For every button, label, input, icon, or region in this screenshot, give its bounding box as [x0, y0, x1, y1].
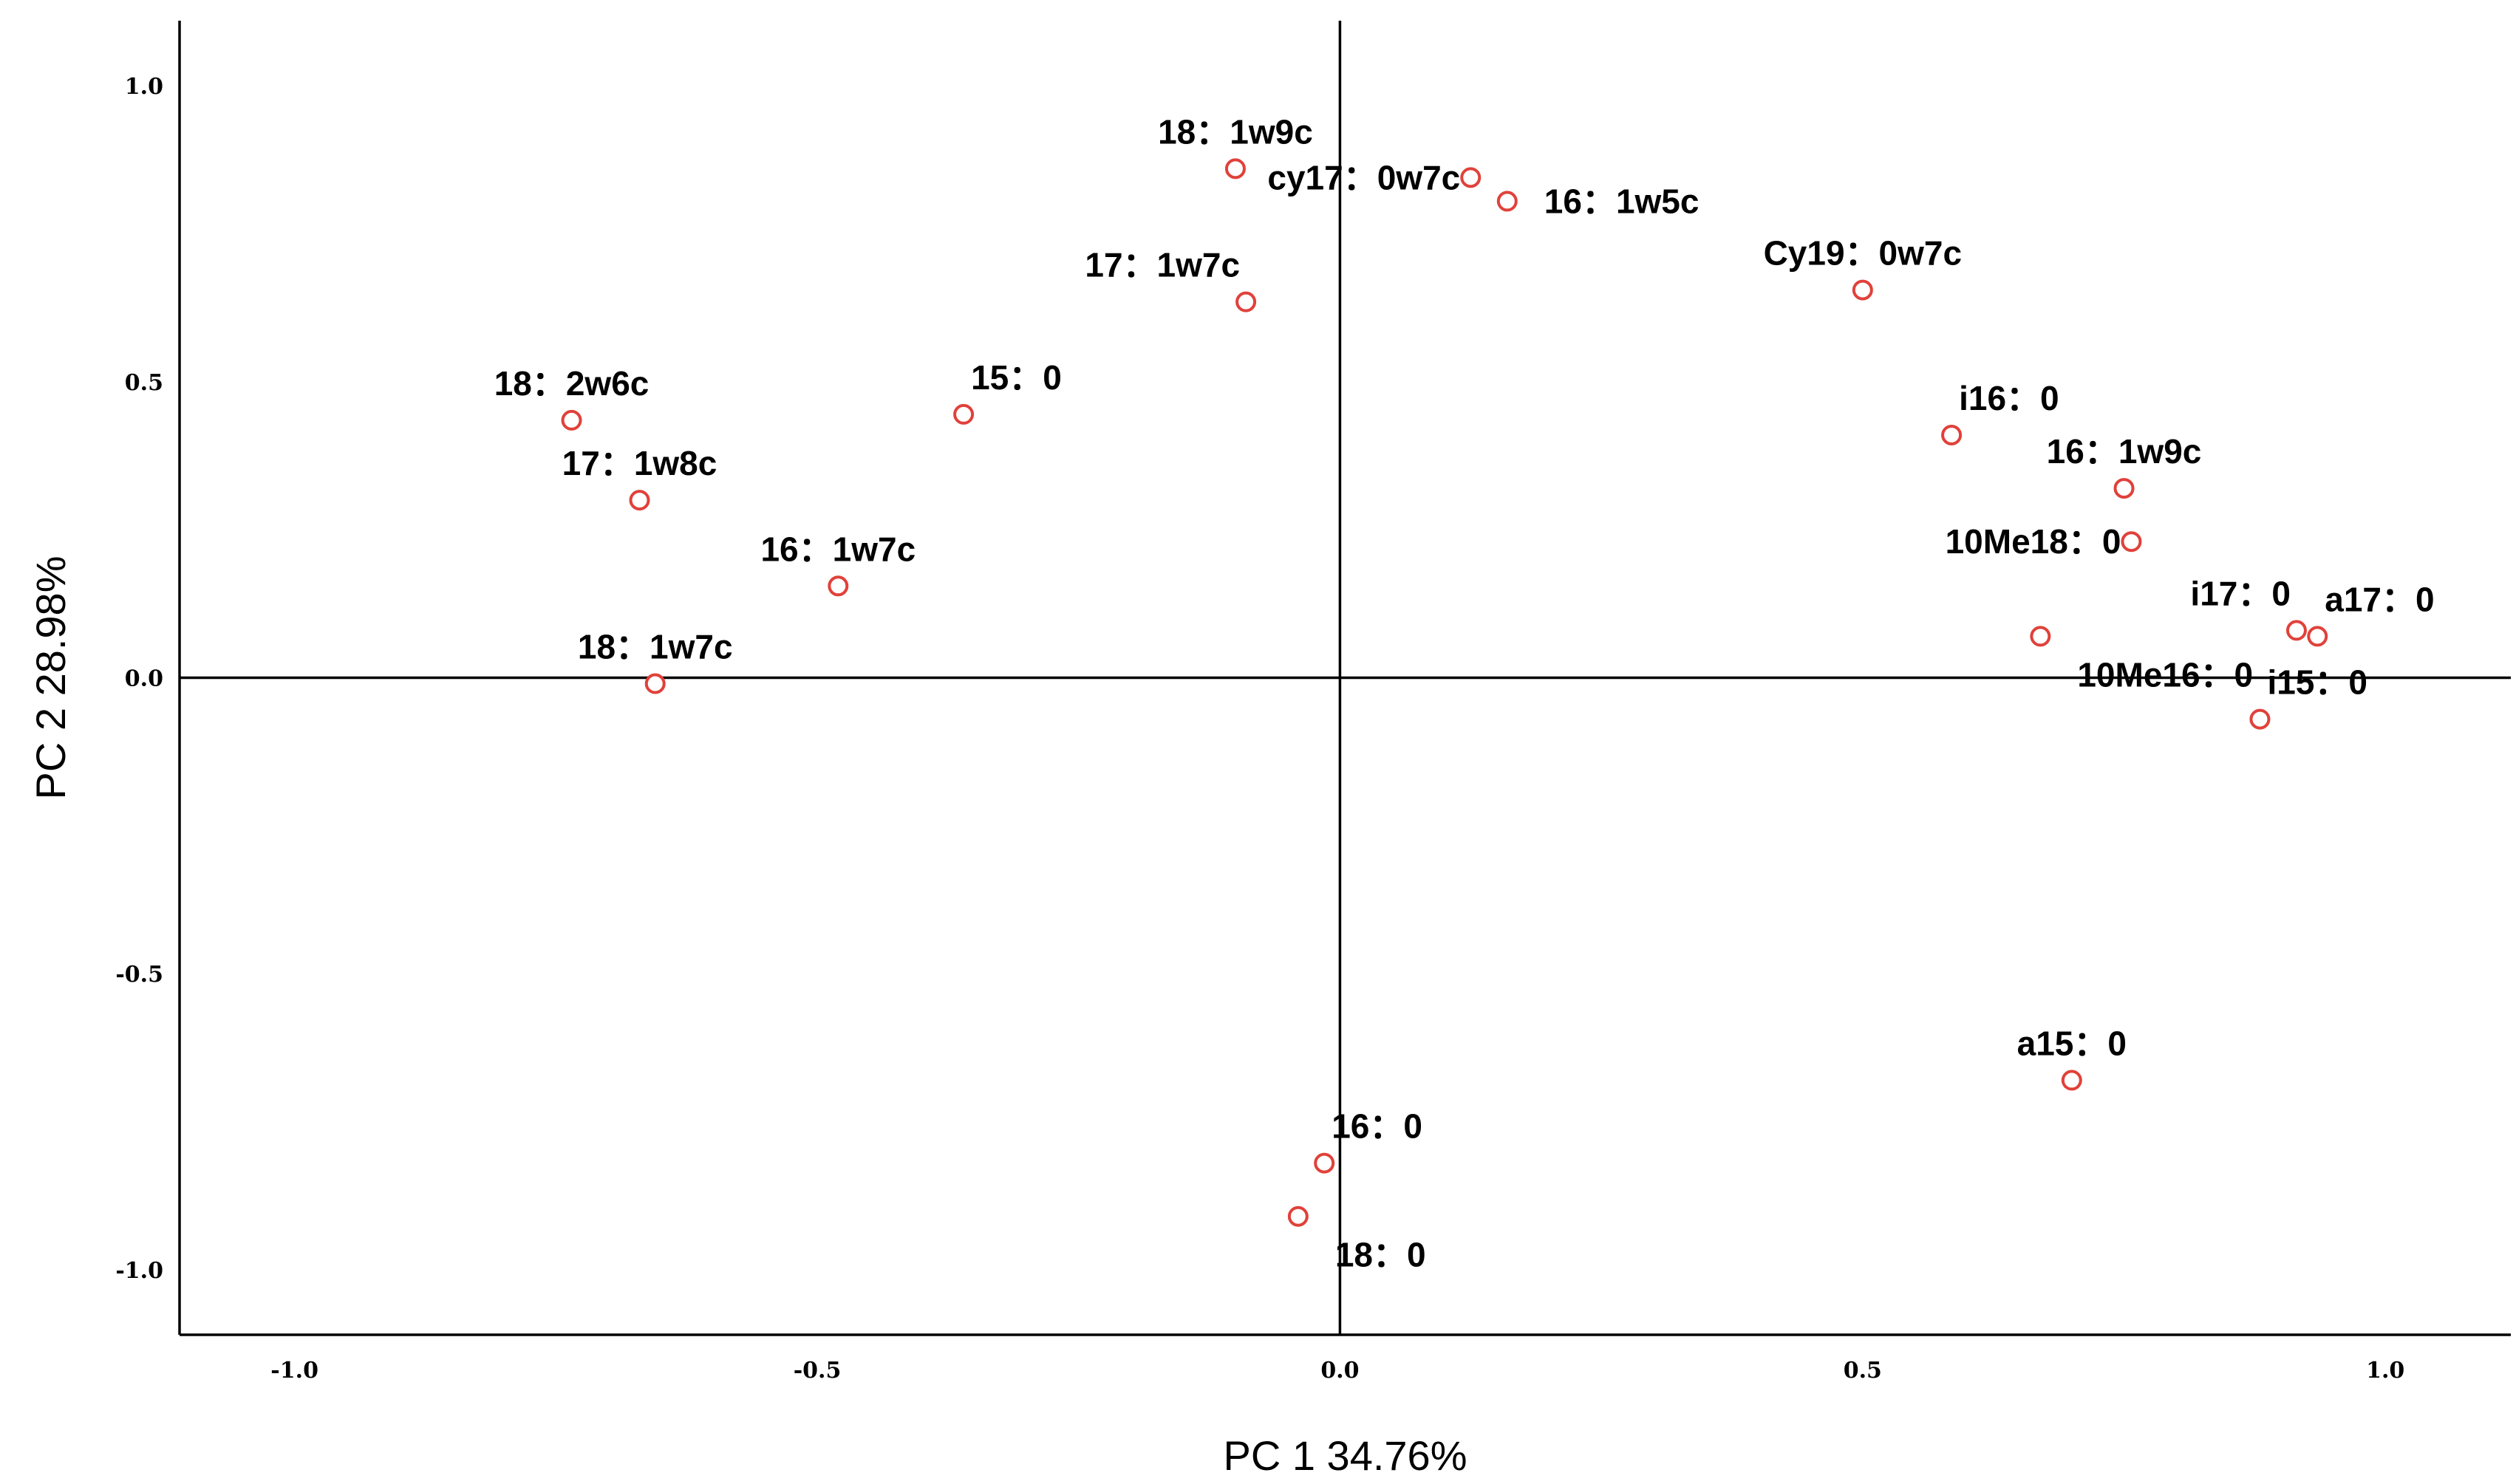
point-label: 16：0: [1332, 1107, 1422, 1146]
point-label: 16：1w7c: [760, 530, 916, 568]
data-point: [2285, 620, 2307, 641]
data-point: [2030, 626, 2051, 647]
x-tick-labels: -1.0 -0.5 0.0 0.5 1.0: [270, 1358, 2404, 1384]
point-label: 18：1w9c: [1158, 112, 1313, 151]
point-label: i15：0: [2267, 663, 2367, 702]
point-label: 17：1w7c: [1085, 246, 1240, 284]
data-point: [953, 403, 975, 425]
y-tick-label: 1.0: [125, 74, 163, 100]
y-axis-title: PC 2 28.98%: [27, 556, 74, 800]
data-point: [1496, 191, 1518, 212]
point-label: 10Me16：0: [2077, 655, 2253, 694]
y-tick-labels: 1.0 0.5 0.0 -0.5 -1.0: [115, 74, 163, 1284]
y-tick-label: 0.0: [125, 666, 163, 692]
y-tick-label: -1.0: [115, 1258, 163, 1284]
point-label: a17：0: [2325, 580, 2434, 618]
point-label: 15：0: [971, 358, 1062, 397]
point-label: 18：2w6c: [494, 364, 650, 403]
x-tick-label: -1.0: [270, 1358, 318, 1384]
x-tick-label: 0.5: [1844, 1358, 1882, 1384]
y-tick-label: 0.5: [125, 370, 163, 396]
point-label: 18：1w7c: [578, 628, 733, 666]
point-label: 10Me18：0: [1946, 522, 2121, 561]
data-point: [1460, 167, 1482, 188]
data-point: [1224, 158, 1246, 179]
x-tick-label: -0.5: [794, 1358, 842, 1384]
x-tick-label: 1.0: [2366, 1358, 2404, 1384]
point-label: cy17：0w7c: [1267, 158, 1460, 196]
data-point: [1852, 279, 1873, 301]
point-labels: 18：1w9c cy17：0w7c 16：1w5c 17：1w7c Cy19：0w7c 1…: [494, 112, 2435, 1273]
point-label: a15：0: [2017, 1024, 2127, 1062]
data-points: [561, 158, 2328, 1227]
data-point: [629, 490, 650, 511]
data-point: [561, 409, 582, 431]
data-point: [1941, 424, 1963, 445]
x-tick-label: 0.0: [1320, 1358, 1359, 1384]
data-point: [644, 673, 666, 694]
data-point: [2061, 1070, 2082, 1091]
data-point: [828, 575, 849, 597]
point-label: Cy19：0w7c: [1764, 234, 1963, 273]
y-tick-label: -0.5: [115, 962, 163, 988]
point-label: 16：1w9c: [2047, 432, 2202, 471]
data-point: [2307, 626, 2328, 647]
data-point: [2121, 531, 2142, 553]
point-label: i17：0: [2190, 574, 2291, 612]
point-label: i16：0: [1959, 379, 2059, 417]
data-point: [1314, 1152, 1335, 1174]
x-axis-title: PC 1 34.76%: [1224, 1432, 1467, 1479]
point-label: 18：0: [1335, 1236, 1426, 1274]
point-label: 16：1w5c: [1544, 182, 1700, 220]
point-label: 17：1w8c: [562, 444, 717, 482]
data-point: [2249, 708, 2271, 730]
data-point: [1235, 291, 1257, 312]
data-point: [2113, 478, 2135, 499]
data-point: [1287, 1206, 1309, 1227]
